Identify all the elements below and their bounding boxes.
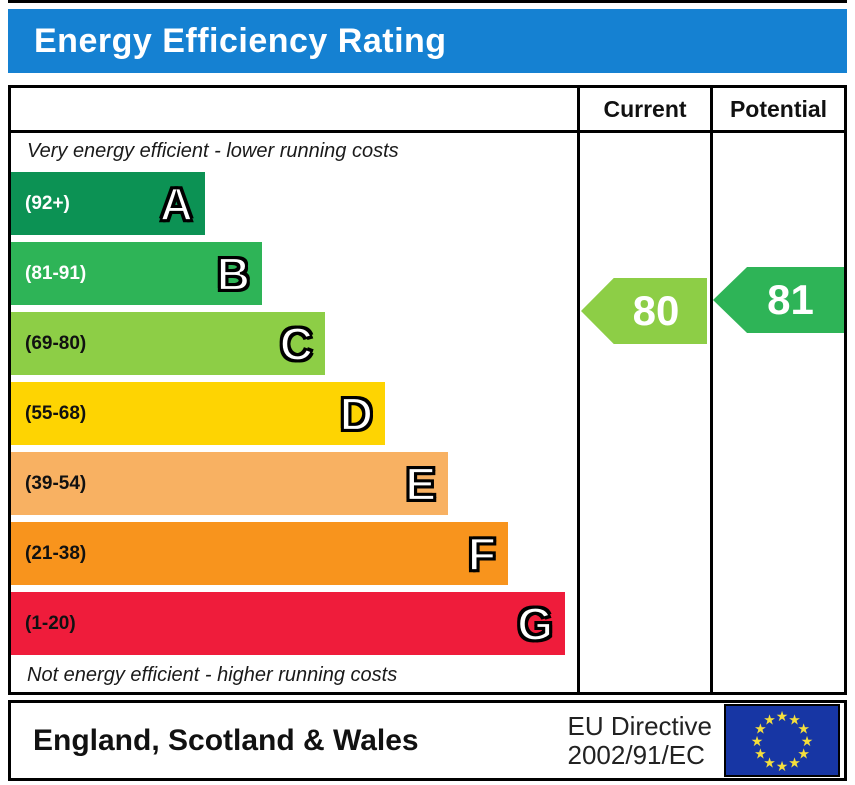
band-c: (69-80) C [11,312,325,375]
rating-scale: Very energy efficient - lower running co… [11,133,577,692]
page-title: Energy Efficiency Rating [34,21,447,60]
eu-star-icon [788,755,801,769]
band-letter: B [216,246,251,300]
footer: England, Scotland & Wales EU Directive 2… [8,700,847,781]
band-letter: A [159,176,194,230]
band-e: (39-54) E [11,452,448,515]
potential-column-header: Potential [710,88,844,133]
band-b: (81-91) B [11,242,262,305]
eu-directive-line1: EU Directive [567,710,712,741]
potential-rating-arrow: 81 [713,267,844,333]
current-column: 80 [577,133,710,692]
band-letter: G [516,596,554,650]
rating-table: Current Potential Very energy efficient … [8,85,847,695]
band-range-label: (39-54) [25,472,87,494]
eu-flag-icon [724,704,840,777]
eu-directive-line2: 2002/91/EC [567,739,705,770]
band-range-label: (55-68) [25,402,87,424]
top-note: Very energy efficient - lower running co… [27,140,399,162]
band-d: (55-68) D [11,382,385,445]
band-range-label: (81-91) [25,262,87,284]
eu-star-icon [776,759,789,773]
band-letter: D [339,386,374,440]
band-letter: C [279,316,314,370]
band-range-label: (69-80) [25,332,87,354]
band-a: (92+) A [11,172,205,235]
top-border-line [8,0,847,3]
potential-column: 81 [710,133,844,692]
title-banner: Energy Efficiency Rating [8,9,847,73]
band-f: (21-38) F [11,522,508,585]
band-range-label: (92+) [25,192,70,214]
eu-star-icon [776,709,789,723]
potential-rating-value: 81 [767,276,814,323]
current-rating-value: 80 [632,287,680,334]
band-letter: E [404,456,437,510]
band-range-label: (1-20) [25,612,76,634]
band-g: (1-20) G [11,592,565,655]
current-column-header: Current [577,88,710,133]
band-range-label: (21-38) [25,542,87,564]
eu-star-icon [763,712,776,726]
bottom-note: Not energy efficient - higher running co… [27,664,398,686]
scale-header-cell [11,88,577,133]
current-rating-arrow: 80 [581,278,707,344]
rating-bands: (92+) A (81-91) B (69-80) C (55-68) D (39-54) E (2… [11,172,577,655]
region-label: England, Scotland & Wales [33,723,419,757]
band-letter: F [467,526,497,580]
eu-directive-label: EU Directive 2002/91/EC [567,710,712,770]
